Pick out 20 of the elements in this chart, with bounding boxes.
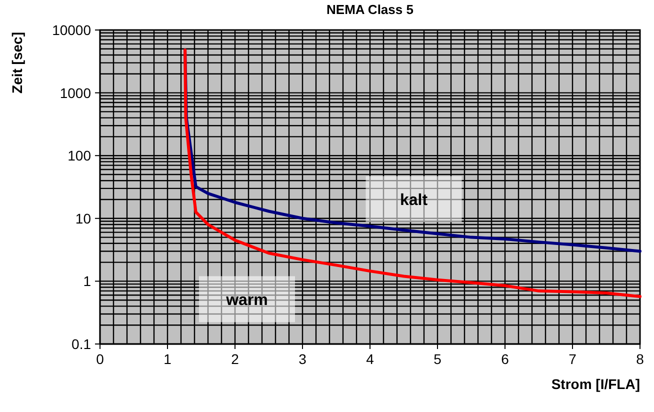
x-tick-label: 1 [164,351,172,367]
x-axis-title: Strom [I/FLA] [551,376,640,392]
x-tick-label: 4 [366,351,374,367]
y-axis-title: Zeit [sec] [9,32,25,94]
series-label: kalt [400,192,428,210]
y-tick-label: 1000 [60,84,92,101]
y-tick-label: 100 [68,148,92,164]
y-tick-label: 0.1 [72,336,92,352]
x-tick-label: 7 [568,351,577,367]
text: warm [225,292,268,310]
x-tick-label: 2 [231,351,240,367]
chart-title: NEMA Class 5 [326,2,414,17]
x-tick-label: 5 [434,351,442,367]
x-tick-label: 0 [96,351,104,367]
x-tick-label: 6 [501,351,510,367]
y-tick-label: 10000 [52,22,92,38]
y-tick-label: 10 [75,210,92,226]
y-tick-label: 1 [83,273,92,290]
x-tick-label: 3 [298,351,307,367]
x-tick-label: 8 [636,351,644,367]
